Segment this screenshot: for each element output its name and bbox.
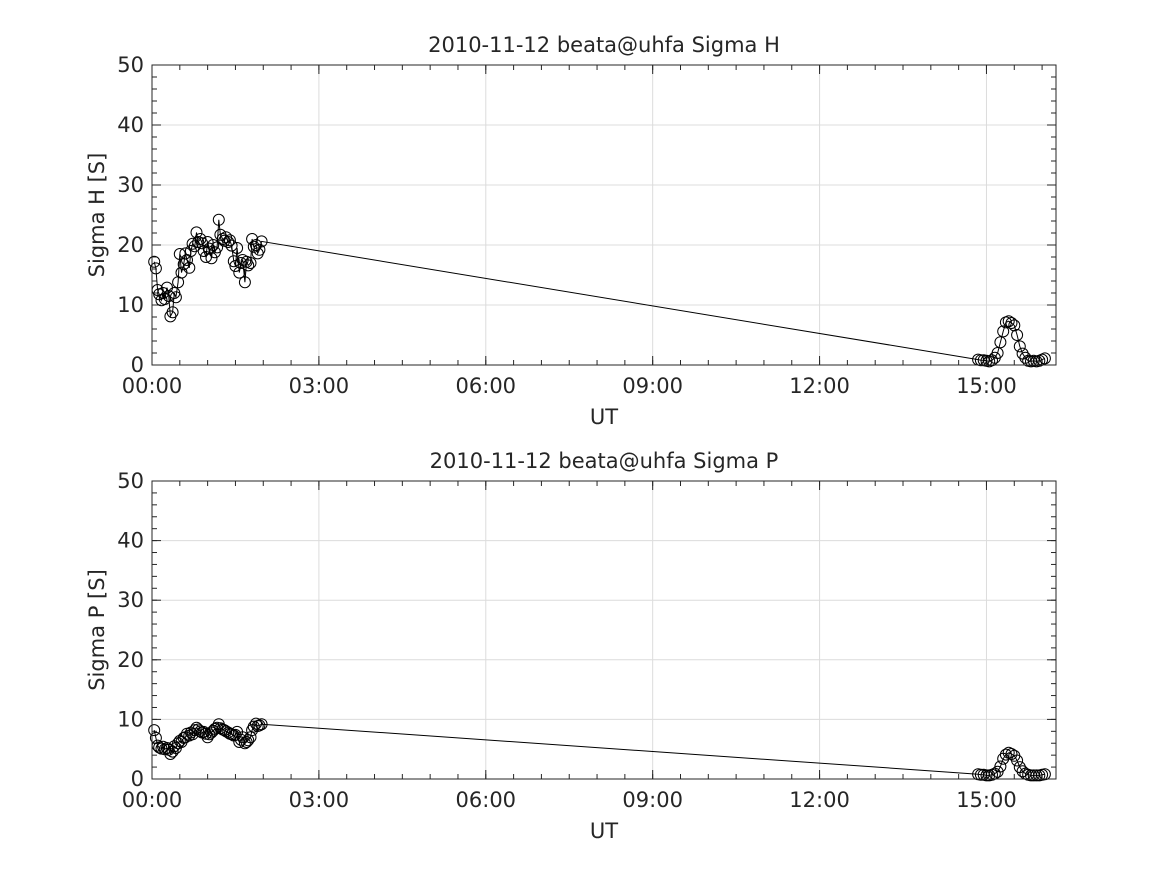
data-point xyxy=(236,731,249,744)
data-point xyxy=(1011,329,1024,341)
data-point xyxy=(229,260,242,272)
data-point xyxy=(162,290,175,302)
data-point xyxy=(231,242,244,254)
x-tick-label: 06:00 xyxy=(456,788,517,812)
data-point xyxy=(244,257,257,269)
data-point xyxy=(238,276,251,289)
data-point xyxy=(216,233,229,245)
data-point xyxy=(207,239,220,251)
y-axis-label: Sigma H [S] xyxy=(85,153,109,278)
y-tick-label: 10 xyxy=(117,293,144,317)
data-point xyxy=(169,291,182,304)
chart-title: 2010-11-12 beata@uhfa Sigma P xyxy=(430,449,779,473)
data-point xyxy=(183,261,196,274)
y-tick-label: 40 xyxy=(117,113,144,137)
axes-frame xyxy=(151,64,1057,366)
data-point xyxy=(179,247,192,260)
data-point xyxy=(244,731,257,744)
y-tick-label: 30 xyxy=(117,173,144,197)
data-point xyxy=(149,262,162,275)
data-point xyxy=(1038,768,1051,781)
chart-title: 2010-11-12 beata@uhfa Sigma H xyxy=(428,33,780,57)
data-point xyxy=(1005,317,1018,329)
y-tick-label: 0 xyxy=(131,353,144,377)
data-point xyxy=(1030,769,1043,782)
plot-area xyxy=(152,65,1056,365)
x-tick-label: 09:00 xyxy=(622,788,683,812)
y-tick-label: 50 xyxy=(117,53,144,77)
y-tick-label: 40 xyxy=(117,529,144,553)
x-tick-label: 00:00 xyxy=(122,374,183,398)
data-point xyxy=(999,748,1012,761)
y-tick-label: 20 xyxy=(117,648,144,672)
axes-frame xyxy=(151,480,1057,780)
data-point xyxy=(223,234,236,247)
x-tick-label: 00:00 xyxy=(122,788,183,812)
data-point xyxy=(1011,754,1024,767)
data-point xyxy=(242,734,255,747)
data-point xyxy=(994,760,1007,773)
y-axis-label: Sigma P [S] xyxy=(85,569,109,691)
x-tick-label: 06:00 xyxy=(456,374,517,398)
data-point xyxy=(242,259,255,272)
x-tick-label: 15:00 xyxy=(956,374,1017,398)
data-point xyxy=(233,266,246,279)
data-point xyxy=(1008,319,1021,332)
data-point xyxy=(235,257,247,269)
data-point xyxy=(208,722,221,735)
data-point xyxy=(255,718,268,731)
x-axis-label: UT xyxy=(590,405,618,429)
data-point xyxy=(255,235,268,248)
data-point xyxy=(980,769,993,782)
data-point xyxy=(153,741,166,754)
data-point xyxy=(201,236,214,248)
x-tick-label: 03:00 xyxy=(289,788,350,812)
data-point xyxy=(247,720,260,733)
y-tick-label: 0 xyxy=(131,767,144,791)
x-tick-label: 12:00 xyxy=(789,374,850,398)
data-point xyxy=(190,226,203,239)
y-tick-label: 10 xyxy=(117,707,144,731)
x-tick-label: 15:00 xyxy=(956,788,1017,812)
x-tick-label: 09:00 xyxy=(622,374,683,398)
data-point xyxy=(211,241,224,254)
data-point xyxy=(246,233,259,245)
data-point xyxy=(173,248,186,260)
sigma-p-chart: 00:00 03:00 06:00 09:00 12:00 15:00 0 10 20 30 40 5… xyxy=(85,449,1057,843)
data-point xyxy=(212,213,225,226)
x-tick-label: 12:00 xyxy=(789,788,850,812)
sigma-h-chart: 00:00 03:00 06:00 09:00 12:00 15:00 0 10 20 30 40 5… xyxy=(85,33,1057,429)
plot-area xyxy=(152,481,1056,779)
data-point xyxy=(227,255,240,268)
data-point xyxy=(225,239,238,252)
data-point xyxy=(1038,352,1051,365)
data-point xyxy=(253,719,266,732)
x-tick-label: 03:00 xyxy=(289,374,350,398)
data-point xyxy=(192,723,205,736)
y-tick-label: 20 xyxy=(117,233,144,257)
data-point xyxy=(148,255,161,268)
data-point xyxy=(997,325,1010,338)
data-point xyxy=(205,252,218,265)
y-tick-label: 50 xyxy=(117,469,144,493)
data-point xyxy=(166,745,179,758)
data-point xyxy=(148,724,161,737)
data-point xyxy=(1013,340,1026,353)
data-point xyxy=(166,306,179,319)
data-point xyxy=(235,733,247,746)
data-point xyxy=(240,736,253,748)
y-tick-label: 30 xyxy=(117,588,144,612)
data-point xyxy=(222,236,235,248)
data-point xyxy=(253,243,266,256)
x-axis-label: UT xyxy=(590,819,618,843)
data-point xyxy=(225,728,238,741)
